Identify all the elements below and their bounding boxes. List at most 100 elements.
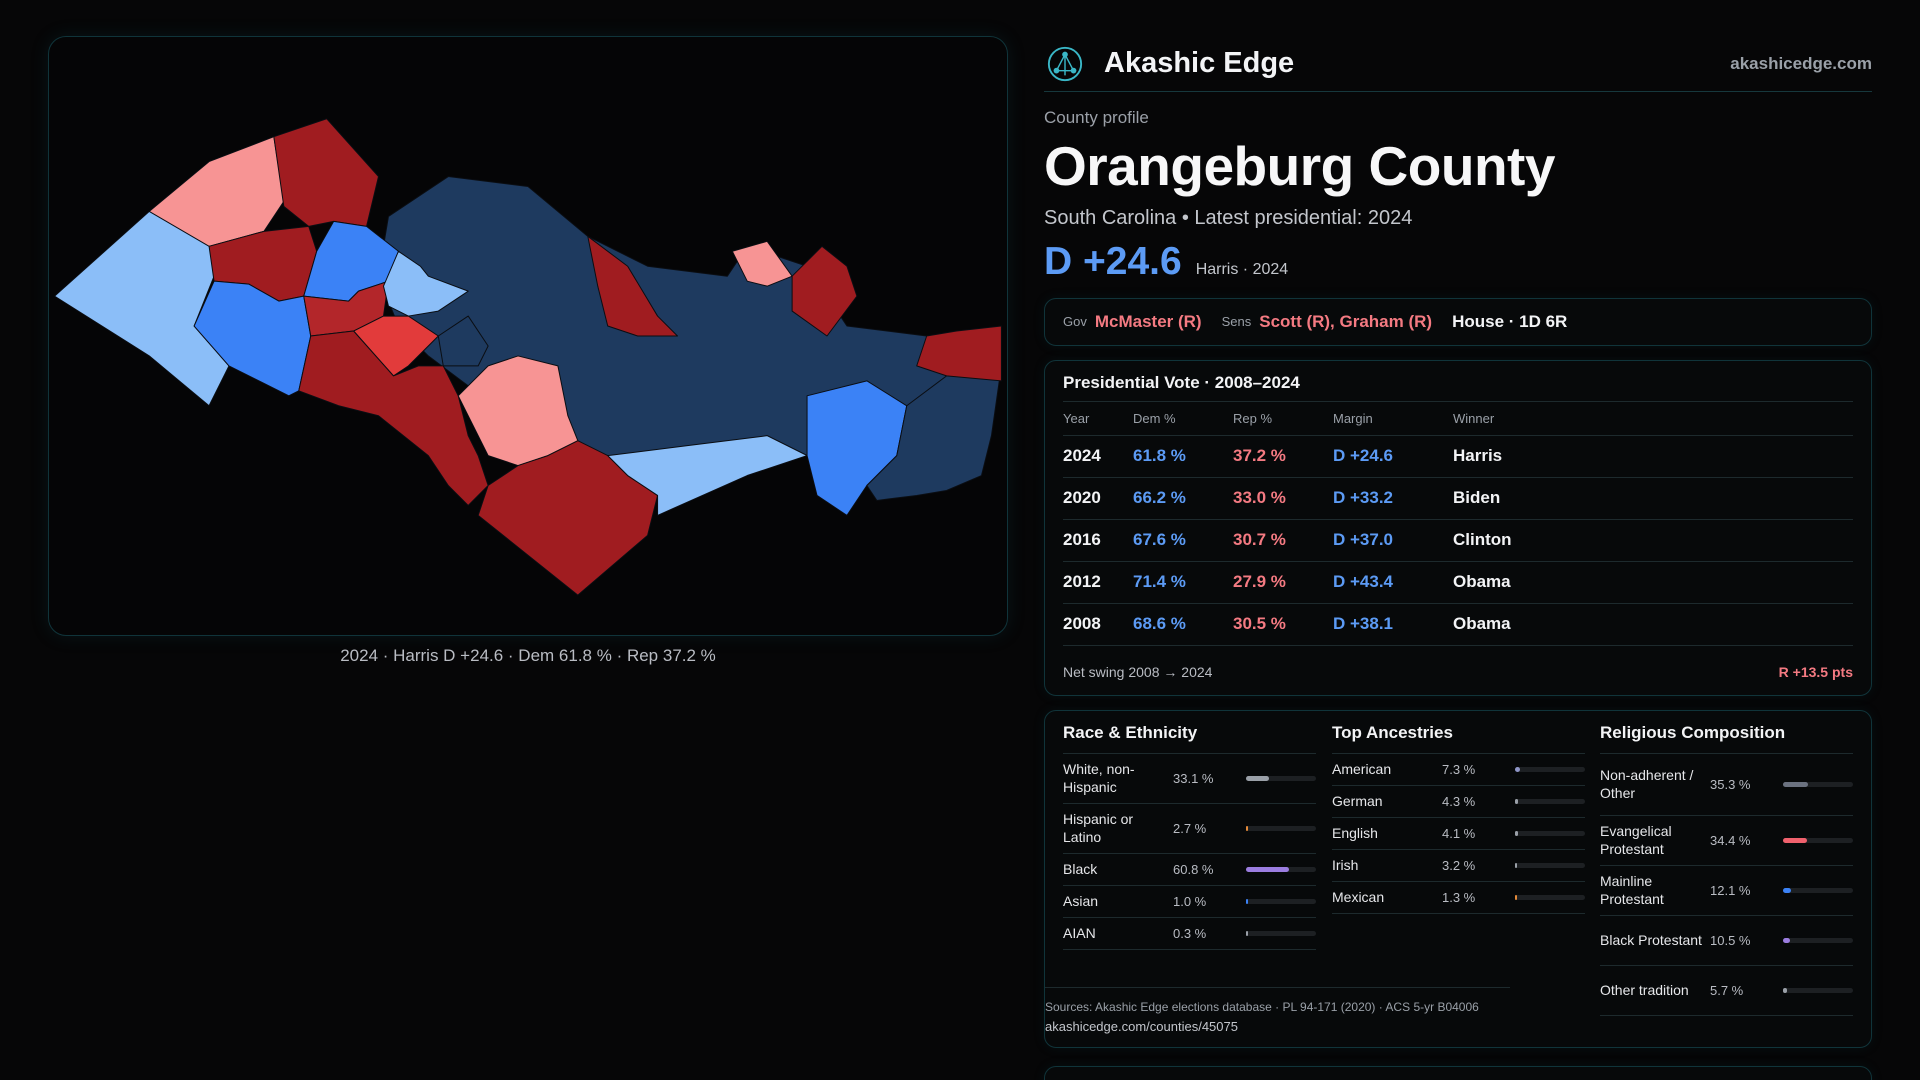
precinct-se-lightblue[interactable] (607, 435, 808, 516)
row-margin: D +38.1 (1333, 614, 1394, 633)
item-value: 12.1 % (1710, 882, 1751, 898)
row-year: 2008 (1063, 614, 1101, 633)
county-permalink[interactable]: akashicedge.com/counties/45075 (1045, 1018, 1238, 1034)
percent-bar (1246, 866, 1316, 872)
presidential-table-header: Year Dem % Rep % Margin Winner (1063, 402, 1853, 436)
house-delegation: House · 1D 6R (1452, 311, 1568, 331)
percent-bar-fill (1783, 781, 1808, 787)
row-margin: D +33.2 (1333, 488, 1394, 507)
map-caption: 2024 · Harris D +24.6 · Dem 61.8 % · Rep… (340, 646, 716, 665)
precinct-far-east-red[interactable] (916, 325, 1002, 382)
precinct-ne-red[interactable] (791, 245, 858, 337)
sources-text: Sources: Akashic Edge elections database… (1045, 999, 1479, 1014)
list-item: AIAN 0.3 % (1063, 918, 1316, 950)
percent-bar (1246, 930, 1316, 936)
percent-bar (1515, 894, 1585, 900)
item-label: Irish (1332, 856, 1359, 873)
brand-name[interactable]: Akashic Edge (1104, 47, 1295, 79)
precinct-north-red[interactable] (273, 118, 379, 227)
item-value: 4.3 % (1442, 793, 1476, 809)
row-rep: 27.9 % (1233, 572, 1286, 591)
item-label: White, non-Hispanic (1063, 760, 1135, 795)
percent-bar-fill (1515, 830, 1518, 836)
percent-bar-fill (1783, 987, 1787, 993)
percent-bar-fill (1515, 862, 1518, 868)
row-dem: 66.2 % (1133, 488, 1186, 507)
item-label: Mainline Protestant (1600, 872, 1664, 907)
item-label: Asian (1063, 892, 1099, 909)
row-margin: D +37.0 (1333, 530, 1394, 549)
percent-bar (1515, 798, 1585, 804)
row-winner: Obama (1453, 572, 1511, 591)
brand-header: Akashic Edge akashicedge.com (1044, 36, 1872, 92)
presidential-vote-card: Presidential Vote · 2008–2024 Year Dem %… (1044, 359, 1872, 696)
row-rep: 30.7 % (1233, 530, 1286, 549)
item-value: 2.7 % (1173, 820, 1207, 836)
row-year: 2016 (1063, 530, 1101, 549)
item-label: Evangelical Protestant (1600, 822, 1672, 857)
precinct-ne-pink[interactable] (731, 240, 793, 287)
county-profile-panel: Akashic Edge akashicedge.com County prof… (1044, 36, 1872, 1080)
col-dem: Dem % (1133, 410, 1176, 426)
list-item: English 4.1 % (1332, 818, 1585, 850)
percent-bar (1783, 887, 1853, 893)
percent-bar-fill (1246, 866, 1289, 872)
table-row: 2008 68.6 % 30.5 % D +38.1 Obama (1063, 604, 1853, 646)
row-winner: Biden (1453, 488, 1501, 507)
officials-bar: Gov McMaster (R) Sens Scott (R), Graham … (1044, 297, 1872, 346)
precinct-center-lightblue[interactable] (382, 250, 469, 317)
col-winner: Winner (1453, 410, 1495, 426)
row-rep: 33.0 % (1233, 488, 1286, 507)
governor-name: McMaster (R) (1094, 311, 1202, 331)
percent-bar (1515, 766, 1585, 772)
list-item: Hispanic or Latino 2.7 % (1063, 804, 1316, 854)
religion-section: Religious Composition Non-adherent / Oth… (1600, 723, 1853, 1016)
percent-bar (1246, 898, 1316, 904)
list-item: Non-adherent / Other 35.3 % (1600, 754, 1853, 816)
item-label: English (1332, 824, 1378, 841)
network-globe-icon[interactable] (1046, 45, 1084, 83)
list-item: Mexican 1.3 % (1332, 882, 1585, 914)
percent-bar-fill (1246, 898, 1248, 904)
list-item: Mainline Protestant 12.1 % (1600, 866, 1853, 916)
ancestry-title: Top Ancestries (1332, 723, 1585, 754)
presidential-title: Presidential Vote · 2008–2024 (1063, 373, 1853, 402)
gov-label: Gov (1063, 314, 1087, 329)
percent-bar (1783, 987, 1853, 993)
list-item: Black Protestant 10.5 % (1600, 916, 1853, 966)
percent-bar (1246, 775, 1316, 781)
percent-bar-fill (1783, 837, 1808, 843)
precinct-southwest-red[interactable] (298, 330, 489, 506)
swing-label: Net swing 2008 → 2024 (1063, 663, 1213, 680)
demographics-card: Race & Ethnicity White, non-Hispanic 33.1… (1044, 709, 1872, 1048)
item-value: 35.3 % (1710, 776, 1751, 792)
percent-bar (1515, 830, 1585, 836)
precinct-north-central-red[interactable] (587, 235, 678, 337)
profile-subtitle: South Carolina • Latest presidential: 20… (1044, 206, 1413, 229)
headline-margin: D +24.6 Harris · 2024 (1044, 240, 1872, 284)
item-value: 10.5 % (1710, 932, 1751, 948)
item-label: Hispanic or Latino (1063, 810, 1134, 845)
list-item: Black 60.8 % (1063, 854, 1316, 886)
table-row: 2012 71.4 % 27.9 % D +43.4 Obama (1063, 562, 1853, 604)
col-year: Year (1063, 410, 1090, 426)
religion-title: Religious Composition (1600, 723, 1853, 754)
county-map-panel[interactable] (48, 36, 1008, 636)
precinct-center-pink[interactable] (457, 355, 579, 467)
percent-bar-fill (1783, 887, 1792, 893)
percent-bar (1783, 937, 1853, 943)
row-winner: Obama (1453, 614, 1511, 633)
row-rep: 30.5 % (1233, 614, 1286, 633)
percent-bar-fill (1246, 930, 1248, 936)
item-label: American (1332, 760, 1392, 777)
table-row: 2020 66.2 % 33.0 % D +33.2 Biden (1063, 478, 1853, 520)
list-item: American 7.3 % (1332, 754, 1585, 786)
item-value: 5.7 % (1710, 982, 1744, 998)
table-row: 2024 61.8 % 37.2 % D +24.6 Harris (1063, 436, 1853, 478)
precinct-mid-darkblue[interactable] (437, 315, 489, 367)
senators-label: Sens (1221, 314, 1252, 329)
county-precinct-map[interactable] (49, 37, 1007, 635)
brand-url-link[interactable]: akashicedge.com (1730, 53, 1872, 73)
row-year: 2024 (1063, 446, 1101, 465)
row-rep: 37.2 % (1233, 446, 1286, 465)
